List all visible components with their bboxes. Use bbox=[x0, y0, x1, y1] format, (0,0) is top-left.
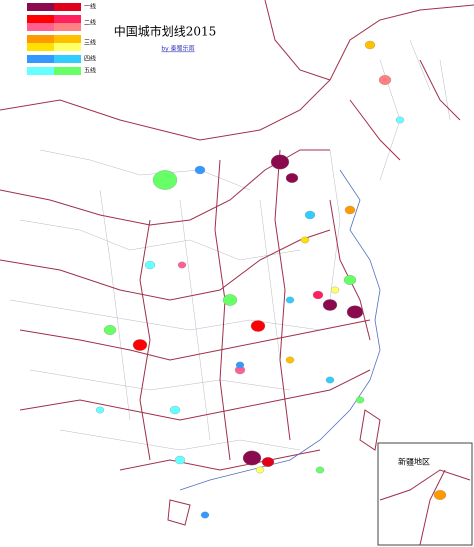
city-area bbox=[343, 275, 357, 285]
city-area bbox=[285, 173, 299, 183]
city-area bbox=[177, 261, 187, 269]
legend-swatch bbox=[54, 67, 81, 75]
city-area bbox=[194, 165, 206, 175]
legend-swatch bbox=[27, 23, 54, 31]
legend-label: 三线 bbox=[84, 39, 96, 47]
city-area bbox=[235, 361, 245, 369]
city-area bbox=[300, 236, 310, 244]
legend-swatch bbox=[54, 55, 81, 63]
city-area bbox=[395, 116, 405, 124]
legend-swatch bbox=[27, 55, 54, 63]
city-area bbox=[330, 286, 340, 294]
legend-swatch bbox=[27, 15, 54, 23]
legend-swatch bbox=[27, 43, 54, 51]
city-area bbox=[169, 405, 181, 415]
map-title: 中国城市划线2015 bbox=[114, 24, 217, 39]
inset-frame bbox=[377, 442, 473, 546]
city-area bbox=[103, 325, 117, 335]
legend-swatch bbox=[27, 35, 54, 43]
city-area bbox=[95, 406, 105, 414]
city-area bbox=[144, 260, 156, 270]
city-area bbox=[132, 339, 148, 351]
city-area bbox=[304, 210, 316, 220]
legend-swatch bbox=[54, 3, 81, 11]
city-area bbox=[255, 466, 265, 474]
city-area bbox=[433, 490, 447, 500]
city-areas bbox=[95, 40, 447, 519]
legend-swatch bbox=[27, 3, 54, 11]
legend-label: 四线 bbox=[84, 55, 96, 63]
legend-label: 二线 bbox=[84, 19, 96, 27]
city-area bbox=[242, 450, 262, 466]
city-area bbox=[315, 466, 325, 474]
legend-swatch bbox=[54, 35, 81, 43]
city-area bbox=[378, 75, 392, 85]
city-area bbox=[364, 40, 376, 50]
city-area bbox=[312, 290, 324, 300]
city-area bbox=[261, 457, 275, 467]
inset: 新疆地区 bbox=[377, 442, 473, 546]
legend-label: 五线 bbox=[84, 67, 96, 75]
byline[interactable]: by 秦蜀乐雨 bbox=[161, 45, 194, 53]
city-area bbox=[174, 455, 186, 465]
city-area bbox=[270, 154, 290, 170]
legend-swatch bbox=[27, 67, 54, 75]
city-area bbox=[285, 356, 295, 364]
city-area bbox=[152, 170, 178, 190]
legend-swatch bbox=[54, 15, 81, 23]
city-area bbox=[285, 296, 295, 304]
city-area bbox=[325, 376, 335, 384]
legend-swatch bbox=[54, 43, 81, 51]
city-area bbox=[322, 299, 338, 311]
city-area bbox=[346, 305, 364, 319]
city-area bbox=[250, 320, 266, 332]
legend-label: 一线 bbox=[84, 3, 96, 11]
province-borders bbox=[0, 0, 474, 526]
city-area bbox=[344, 205, 356, 215]
inset-label: 新疆地区 bbox=[398, 457, 430, 467]
legend-swatch bbox=[54, 23, 81, 31]
city-area bbox=[200, 511, 210, 519]
city-area bbox=[355, 396, 365, 404]
city-area bbox=[222, 294, 238, 306]
